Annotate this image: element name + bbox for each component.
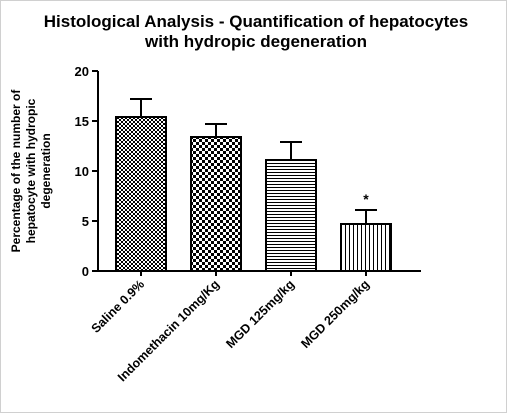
x-tick-labels: Saline 0.9%Indomethacin 10mg/Kg MGD 125mg…: [89, 277, 373, 384]
y-tick-label: 5: [82, 214, 89, 229]
chart-title-line-1: Histological Analysis - Quantification o…: [44, 12, 468, 31]
y-tick-label: 10: [75, 164, 89, 179]
bars: [115, 116, 392, 272]
bar-4: [340, 223, 392, 272]
y-tick-label: 20: [75, 64, 89, 79]
x-tick-label: Saline 0.9%: [89, 277, 148, 336]
chart-title-line-2: with hydropic degeneration: [144, 32, 367, 51]
chart-title: Histological Analysis - Quantification o…: [44, 12, 468, 51]
bar-1: [115, 116, 167, 272]
y-axis-label: Percentage of the number of hepatocyte w…: [9, 89, 53, 253]
y-axis-label-line-2: hepatocyte with hydropic: [24, 98, 38, 243]
y-axis-label-line-3: degeneration: [39, 133, 53, 208]
x-tick-label: MGD 250mg/kg: [298, 277, 372, 351]
y-tick-label: 15: [75, 114, 89, 129]
x-tick-label: MGD 125mg/kg: [223, 277, 297, 351]
y-tick-label: 0: [82, 264, 89, 279]
bar-3: [265, 159, 317, 272]
y-axis-label-line-1: Percentage of the number of: [9, 89, 23, 253]
bar-2: [190, 136, 242, 272]
error-bars: *: [130, 98, 377, 224]
significance-marker: *: [363, 191, 369, 207]
